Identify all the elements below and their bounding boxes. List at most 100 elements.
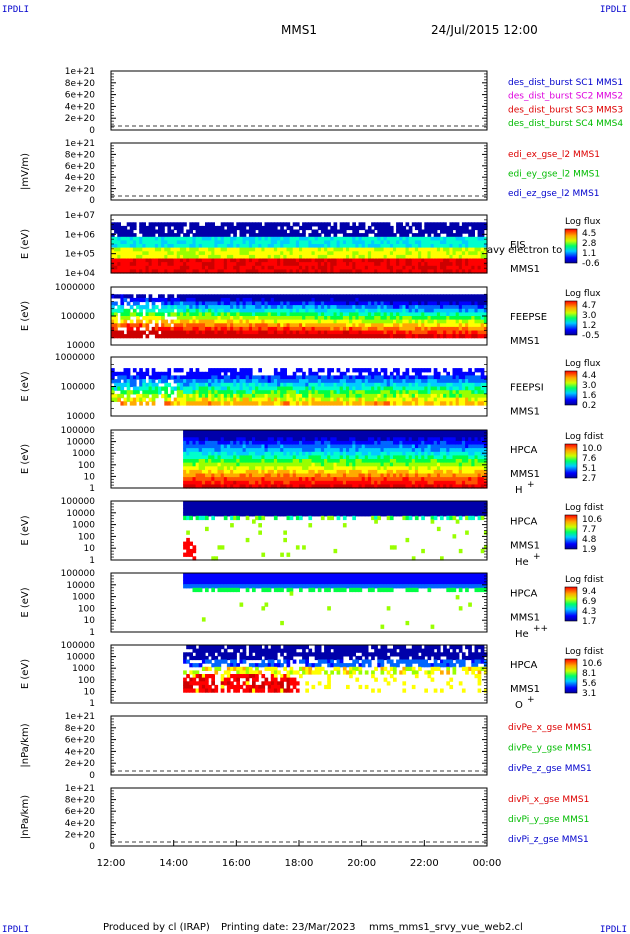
spectrogram-cell (299, 451, 303, 456)
spectrogram-cell (252, 397, 256, 402)
spectrogram-cell (286, 375, 291, 380)
spectrogram-cell (242, 444, 247, 449)
spectrogram-cell (151, 379, 156, 384)
spectrogram-cell (176, 244, 181, 249)
spectrogram-cell (314, 251, 319, 256)
spectrogram-cell (239, 247, 244, 252)
spectrogram-cell (192, 473, 197, 478)
spectrogram-cell (198, 297, 203, 303)
spectrogram-cell (277, 247, 281, 252)
spectrogram-cell (179, 305, 184, 310)
spectrogram-cell (389, 386, 394, 391)
spectrogram-cell (424, 308, 428, 313)
spectrogram-cell (167, 312, 172, 317)
spectrogram-cell (270, 382, 275, 388)
spectrogram-cell (402, 265, 407, 270)
spectrogram-cell (418, 323, 422, 328)
spectrogram-cell (311, 477, 316, 482)
spectrogram-cell (195, 455, 200, 460)
spectrogram-cell (342, 305, 347, 310)
spectrogram-cell (145, 229, 150, 234)
spectrogram-cell (446, 308, 450, 313)
spectrogram-cell (173, 326, 178, 332)
spectrogram-cell (226, 484, 231, 489)
spectrogram-cell (399, 254, 403, 260)
spectrogram-cell (446, 269, 450, 274)
spectrogram-cell (117, 251, 121, 256)
spectrogram-cell (129, 240, 134, 245)
spectrogram-cell (452, 316, 457, 321)
spectrogram-cell (205, 477, 209, 482)
spectrogram-cell (380, 294, 385, 299)
spectrogram-cell (421, 334, 425, 339)
spectrogram-cell (205, 294, 209, 299)
spectrogram-cell (239, 269, 244, 274)
spectrogram-cell (327, 254, 331, 260)
spectrogram-cell (223, 330, 228, 335)
spectrogram-cell (286, 319, 291, 324)
spectrogram-cell (270, 262, 275, 267)
spectrogram-cell (220, 455, 225, 460)
spectrogram-cell (352, 326, 356, 332)
spectrogram-cell (117, 265, 121, 270)
spectrogram-cell (217, 251, 222, 256)
spectrogram-cell (242, 484, 247, 489)
spectrogram-cell (189, 430, 193, 435)
spectrogram-cell (283, 244, 287, 249)
spectrogram-cell (280, 469, 284, 475)
spectrogram-cell (452, 379, 457, 384)
spectrogram-cell (386, 375, 391, 380)
spectrogram-cell (468, 244, 472, 249)
spectrogram-cell (289, 455, 294, 460)
spectrogram-cell (418, 225, 422, 231)
spectrogram-cell (289, 308, 294, 313)
spectrogram-cell (302, 229, 306, 234)
spectrogram-cell (352, 316, 356, 321)
spectrogram-cell (371, 254, 375, 260)
spectrogram-cell (158, 312, 162, 317)
spectrogram-cell (236, 462, 240, 467)
spectrogram-cell (214, 247, 219, 252)
spectrogram-cell (223, 451, 228, 456)
spectrogram-cell (158, 262, 162, 267)
spectrogram-cell (261, 469, 266, 475)
spectrogram-cell (214, 455, 219, 460)
spectrogram-cell (361, 265, 366, 270)
spectrogram-cell (261, 440, 266, 446)
spectrogram-cell (349, 265, 353, 270)
spectrogram-cell (440, 240, 444, 245)
spectrogram-cell (430, 323, 435, 328)
spectrogram-cell (302, 484, 306, 489)
spectrogram-cell (139, 375, 143, 380)
spectrogram-cell (201, 251, 206, 256)
spectrogram-cell (471, 323, 475, 328)
spectrogram-cell (380, 386, 385, 391)
spectrogram-cell (389, 323, 394, 328)
spectrogram-cell (167, 247, 172, 252)
spectrogram-cell (230, 236, 234, 241)
spectrogram-cell (270, 397, 275, 402)
spectrogram-cell (123, 225, 128, 231)
spectrogram-cell (396, 251, 400, 256)
spectrogram-cell (233, 462, 237, 467)
spectrogram-cell (261, 390, 266, 395)
spectrogram-cell (192, 477, 197, 482)
spectrogram-cell (483, 301, 488, 306)
spectrogram-cell (205, 244, 209, 249)
spectrogram-cell (261, 401, 266, 406)
spectrogram-cell (217, 269, 222, 274)
spectrogram-cell (414, 401, 419, 406)
spectrogram-cell (161, 244, 165, 249)
spectrogram-cell (317, 437, 322, 442)
spectrogram-cell (151, 305, 156, 310)
spectrogram-cell (208, 254, 212, 260)
spectrogram-cell (145, 326, 150, 332)
spectrogram-cell (183, 294, 187, 299)
spectrogram-cell (324, 382, 328, 388)
spectrogram-cell (342, 334, 347, 339)
spectrogram-cell (349, 393, 353, 399)
spectrogram-cell (245, 308, 250, 313)
spectrogram-cell (183, 375, 187, 380)
spectrogram-cell (311, 433, 316, 438)
